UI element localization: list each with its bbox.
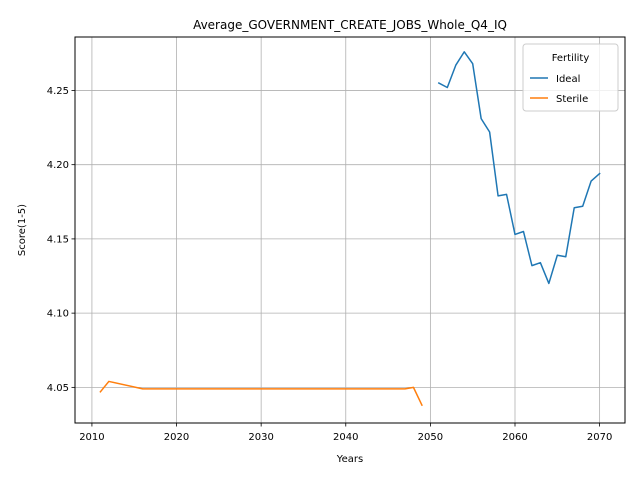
legend-box	[522, 43, 619, 112]
grid	[75, 37, 625, 423]
x-tick-label: 2030	[248, 432, 273, 443]
legend: Fertility Ideal Sterile	[522, 43, 619, 112]
legend-label-sterile: Sterile	[556, 94, 588, 105]
series-line-ideal	[437, 51, 601, 285]
y-tick-label: 4.05	[47, 383, 69, 394]
y-tick-label: 4.20	[47, 160, 69, 171]
y-axis-label: Score(1-5)	[17, 204, 28, 256]
y-tick-label: 4.25	[47, 86, 69, 97]
y-tick-label: 4.15	[47, 234, 69, 245]
y-tick-label: 4.10	[47, 309, 69, 320]
x-axis-label: Years	[336, 454, 363, 465]
x-tick-label: 2050	[418, 432, 443, 443]
series-lines	[99, 51, 601, 407]
plot-frame	[74, 36, 626, 424]
series-line-sterile	[99, 380, 423, 407]
x-tick-label: 2010	[79, 432, 104, 443]
legend-label-ideal: Ideal	[556, 74, 580, 85]
x-axis-ticks: 2010 2020 2030 2040 2050 2060 2070	[79, 423, 612, 443]
x-tick-label: 2020	[164, 432, 189, 443]
x-tick-label: 2040	[333, 432, 358, 443]
y-axis-ticks: 4.05 4.10 4.15 4.20 4.25	[47, 86, 75, 394]
x-tick-label: 2060	[502, 432, 527, 443]
x-tick-label: 2070	[587, 432, 612, 443]
legend-title: Fertility	[552, 53, 590, 64]
chart-title: Average_GOVERNMENT_CREATE_JOBS_Whole_Q4_…	[193, 18, 507, 32]
